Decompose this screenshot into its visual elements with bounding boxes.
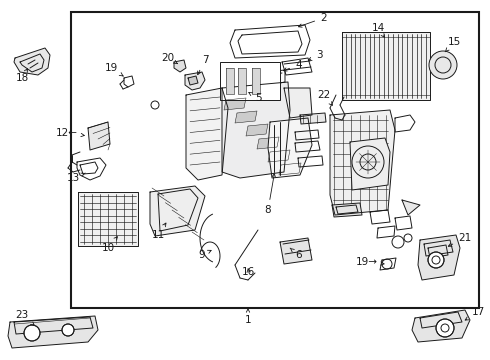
Text: 18: 18	[15, 69, 28, 83]
Polygon shape	[402, 200, 420, 215]
Text: 10: 10	[101, 237, 118, 253]
Text: 15: 15	[445, 37, 461, 52]
Polygon shape	[88, 122, 110, 150]
Text: 16: 16	[242, 267, 255, 277]
Text: 20: 20	[161, 53, 177, 64]
Text: 19→: 19→	[356, 257, 384, 267]
Polygon shape	[252, 68, 260, 94]
Polygon shape	[257, 137, 279, 149]
Text: 11: 11	[151, 223, 166, 240]
Text: 14: 14	[371, 23, 385, 37]
Polygon shape	[222, 82, 290, 178]
Circle shape	[436, 319, 454, 337]
Polygon shape	[150, 186, 205, 236]
Text: 2: 2	[298, 13, 327, 27]
Bar	[71, 12, 479, 308]
Polygon shape	[350, 138, 390, 190]
Polygon shape	[238, 68, 246, 94]
Text: 7: 7	[197, 55, 208, 75]
Text: 22: 22	[317, 90, 333, 105]
Polygon shape	[412, 310, 470, 342]
Circle shape	[428, 252, 444, 268]
Text: 19: 19	[105, 63, 123, 76]
Polygon shape	[235, 111, 257, 123]
Polygon shape	[174, 60, 186, 72]
Text: 23: 23	[15, 310, 34, 325]
Polygon shape	[78, 192, 138, 246]
Polygon shape	[268, 118, 312, 178]
Polygon shape	[246, 124, 268, 136]
Polygon shape	[280, 238, 312, 264]
Polygon shape	[418, 235, 460, 280]
Text: 3: 3	[308, 50, 322, 60]
Polygon shape	[186, 88, 228, 180]
Polygon shape	[284, 88, 312, 118]
Bar	[220, 62, 280, 100]
Text: 12←: 12←	[56, 128, 84, 138]
Text: 5: 5	[249, 93, 261, 103]
Polygon shape	[279, 163, 301, 175]
Polygon shape	[268, 150, 290, 162]
Text: 17: 17	[465, 307, 485, 320]
Polygon shape	[332, 203, 362, 217]
Polygon shape	[330, 110, 395, 215]
Text: 21: 21	[448, 233, 471, 246]
Circle shape	[24, 325, 40, 341]
Polygon shape	[185, 72, 205, 90]
Polygon shape	[224, 98, 246, 110]
Text: 9: 9	[198, 250, 211, 260]
Polygon shape	[342, 32, 430, 100]
Text: 1: 1	[245, 309, 251, 325]
Polygon shape	[300, 113, 326, 124]
Text: 4: 4	[284, 60, 302, 71]
Circle shape	[429, 51, 457, 79]
Polygon shape	[226, 68, 234, 94]
Polygon shape	[14, 48, 50, 75]
Text: 13: 13	[67, 173, 85, 183]
Circle shape	[62, 324, 74, 336]
Polygon shape	[8, 316, 98, 348]
Text: 6: 6	[290, 248, 302, 260]
Text: 8: 8	[265, 174, 275, 215]
Polygon shape	[188, 76, 198, 85]
